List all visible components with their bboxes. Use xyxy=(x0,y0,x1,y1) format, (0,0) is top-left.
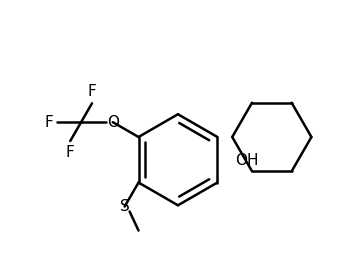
Text: OH: OH xyxy=(235,153,259,168)
Text: F: F xyxy=(66,145,75,160)
Text: O: O xyxy=(107,115,119,130)
Text: F: F xyxy=(45,115,53,130)
Text: S: S xyxy=(120,199,129,214)
Text: F: F xyxy=(88,84,97,99)
